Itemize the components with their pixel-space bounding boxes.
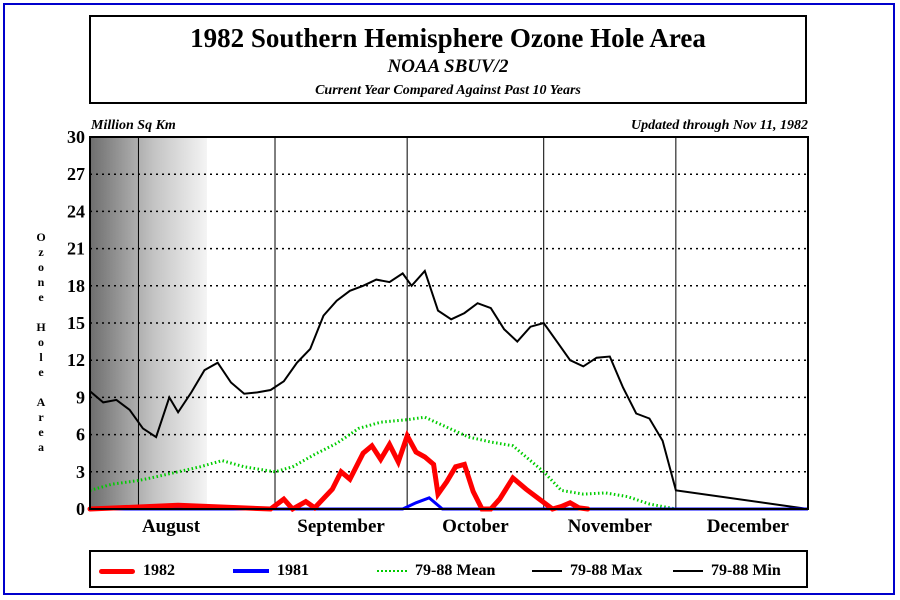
y-tick-label: 15 xyxy=(67,313,85,333)
legend-swatch-1982 xyxy=(99,568,135,574)
legend-item-mean: 79-88 Mean xyxy=(377,561,495,581)
legend-label-1981: 1981 xyxy=(277,562,309,579)
legend-label-1982: 1982 xyxy=(143,562,175,579)
y-tick-label: 0 xyxy=(76,499,85,519)
legend-item-1982: 1982 xyxy=(99,561,175,581)
series-line-79-88-mean xyxy=(89,415,808,511)
plot-border xyxy=(89,136,809,510)
legend: 1982 1981 79-88 Mean 79-88 Max 79-88 Min xyxy=(89,550,808,588)
y-tick-label: 3 xyxy=(76,462,85,482)
legend-swatch-1981 xyxy=(233,569,269,573)
y-axis-label: O z o n e H o l e A r e a xyxy=(36,230,46,454)
y-units-label: Million Sq Km xyxy=(91,118,176,133)
x-month-label: September xyxy=(297,516,385,537)
title-box: 1982 Southern Hemisphere Ozone Hole Area… xyxy=(89,15,807,104)
y-tick-label: 12 xyxy=(67,350,85,370)
x-month-label: October xyxy=(442,516,509,537)
x-month-label: December xyxy=(707,516,790,537)
x-month-label: August xyxy=(142,516,201,537)
legend-swatch-mean xyxy=(377,570,407,572)
y-tick-label: 30 xyxy=(67,127,85,147)
legend-item-min: 79-88 Min xyxy=(673,561,781,581)
outer-frame xyxy=(3,3,895,595)
series-line-79-88-max xyxy=(89,268,809,510)
y-tick-label: 9 xyxy=(76,387,85,407)
legend-swatch-max xyxy=(532,570,562,572)
updated-label: Updated through Nov 11, 1982 xyxy=(631,118,808,133)
legend-label-max: 79-88 Max xyxy=(570,562,643,579)
y-tick-label: 24 xyxy=(67,201,85,221)
series-line-1982 xyxy=(87,429,591,513)
y-tick-label: 18 xyxy=(67,276,85,296)
y-tick-label: 27 xyxy=(67,164,85,184)
x-month-label: November xyxy=(568,516,653,537)
chart-subtitle: NOAA SBUV/2 xyxy=(387,56,509,77)
legend-swatch-min xyxy=(673,570,703,572)
legend-label-mean: 79-88 Mean xyxy=(415,562,496,579)
chart-caption: Current Year Compared Against Past 10 Ye… xyxy=(315,83,581,98)
shaded-region xyxy=(90,137,207,509)
legend-item-max: 79-88 Max xyxy=(532,561,642,581)
legend-label-min: 79-88 Min xyxy=(711,562,781,579)
chart-title: 1982 Southern Hemisphere Ozone Hole Area xyxy=(190,23,706,53)
y-tick-label: 21 xyxy=(67,239,85,259)
y-tick-label: 6 xyxy=(76,425,85,445)
legend-item-1981: 1981 xyxy=(233,561,309,581)
